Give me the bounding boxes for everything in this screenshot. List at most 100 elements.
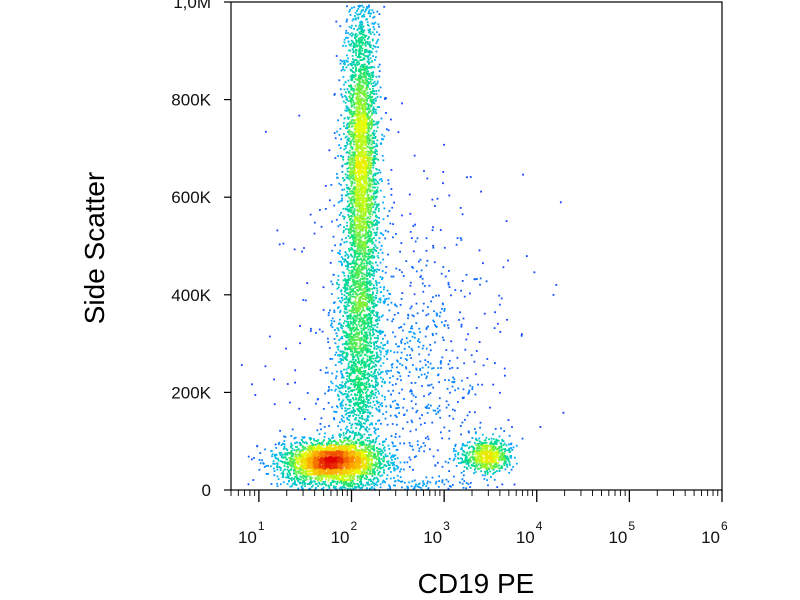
data-point	[307, 462, 309, 465]
data-point	[265, 473, 268, 475]
data-point	[347, 32, 349, 34]
data-point	[348, 124, 351, 127]
data-point	[346, 143, 349, 145]
data-point	[374, 174, 377, 177]
data-point	[315, 439, 318, 442]
data-point	[352, 235, 355, 238]
data-point	[378, 75, 381, 78]
data-point	[290, 462, 293, 465]
data-point	[351, 151, 354, 154]
data-point	[340, 433, 342, 436]
data-point	[338, 464, 341, 467]
data-point	[331, 437, 333, 439]
data-point	[316, 482, 318, 485]
data-point	[294, 465, 297, 467]
data-point	[369, 32, 372, 35]
data-point	[368, 154, 371, 157]
data-point	[374, 83, 377, 86]
data-point	[375, 456, 378, 459]
data-point	[373, 80, 376, 83]
data-point	[336, 471, 339, 473]
data-point	[356, 102, 359, 105]
data-point	[364, 104, 366, 107]
data-point	[308, 463, 310, 466]
data-point	[349, 163, 352, 166]
data-point	[346, 450, 348, 452]
data-point	[283, 435, 285, 438]
data-point	[351, 7, 353, 9]
data-point	[331, 460, 333, 463]
data-point	[351, 230, 354, 232]
data-point	[394, 468, 397, 471]
data-point	[349, 157, 352, 159]
data-point	[368, 453, 370, 456]
data-point	[343, 474, 345, 477]
data-point	[343, 308, 346, 310]
data-point	[372, 211, 375, 214]
data-point	[365, 83, 368, 86]
data-point	[374, 269, 377, 271]
data-point	[350, 460, 352, 463]
data-point	[319, 461, 322, 464]
data-point	[369, 51, 372, 54]
data-point	[352, 152, 355, 154]
data-point	[288, 477, 291, 480]
data-point	[328, 440, 331, 442]
data-point	[357, 114, 359, 117]
data-point	[376, 450, 379, 452]
data-point	[360, 475, 363, 477]
data-point	[350, 439, 353, 442]
data-point	[377, 448, 380, 451]
data-point	[351, 70, 354, 72]
data-point	[359, 320, 362, 323]
data-point	[357, 223, 360, 226]
data-point	[362, 41, 364, 44]
data-point	[361, 187, 363, 189]
data-point	[365, 180, 367, 182]
data-point	[347, 466, 350, 468]
data-point	[375, 438, 377, 441]
data-point	[341, 262, 343, 265]
data-point	[294, 456, 297, 458]
data-point	[370, 250, 373, 253]
data-point	[307, 454, 310, 456]
data-point	[367, 240, 369, 243]
data-point	[343, 445, 346, 448]
data-point	[352, 71, 354, 73]
data-point	[312, 456, 314, 458]
data-point	[351, 97, 354, 99]
data-point	[370, 266, 373, 269]
data-point	[376, 95, 379, 98]
data-point	[362, 116, 365, 118]
data-point	[359, 263, 362, 266]
data-point	[361, 106, 363, 108]
data-point	[366, 18, 368, 21]
data-point	[311, 458, 314, 460]
data-point	[322, 486, 325, 489]
data-point	[372, 44, 375, 47]
data-point	[373, 243, 376, 246]
data-point	[344, 447, 347, 450]
data-point	[302, 464, 304, 467]
data-point	[322, 481, 325, 483]
data-point	[329, 470, 331, 472]
data-point	[352, 198, 355, 201]
data-point	[349, 193, 352, 195]
data-point	[339, 25, 342, 28]
data-point	[267, 464, 269, 467]
data-point	[345, 96, 348, 99]
data-point	[344, 470, 346, 473]
data-point	[372, 16, 375, 19]
data-point	[355, 61, 358, 64]
data-point	[316, 472, 318, 475]
data-point	[333, 449, 336, 452]
data-point	[304, 473, 306, 476]
data-point	[372, 178, 374, 181]
data-point	[370, 198, 373, 201]
data-point	[360, 53, 363, 55]
data-point	[379, 86, 382, 89]
data-point	[336, 130, 338, 133]
data-point	[263, 466, 266, 468]
data-point	[310, 482, 312, 485]
data-point	[341, 467, 344, 469]
